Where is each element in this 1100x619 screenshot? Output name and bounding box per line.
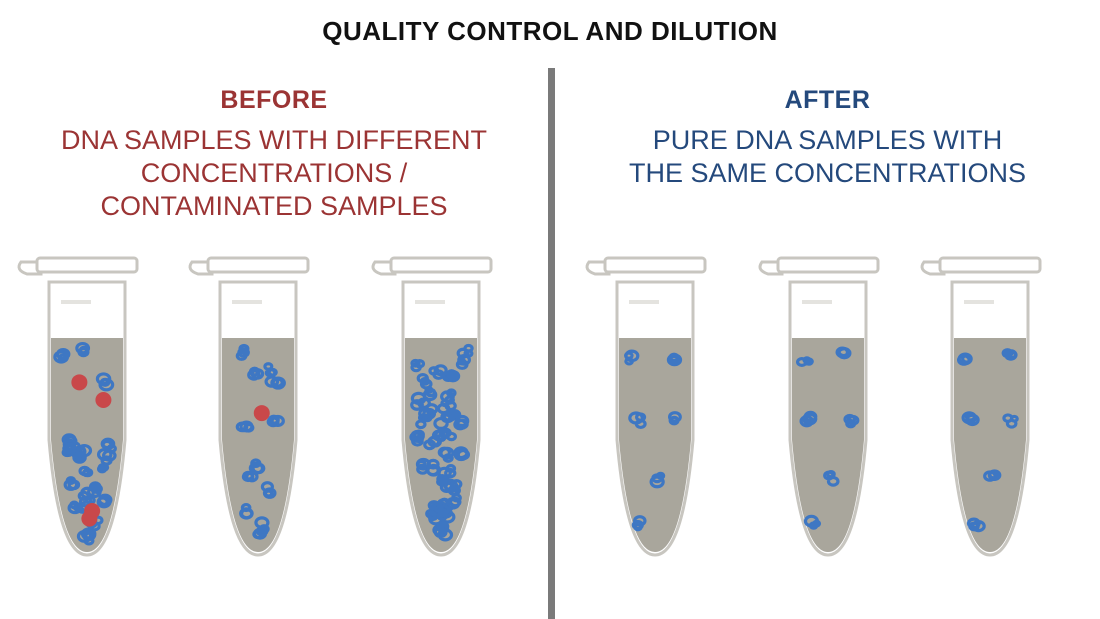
dna-strand-icon <box>426 458 442 477</box>
dna-strand-icon <box>983 469 1002 482</box>
dna-strand-icon <box>436 520 450 534</box>
dna-strand-icon <box>96 493 113 509</box>
dna-strand-icon <box>100 437 117 454</box>
dna-strand-icon <box>410 358 426 373</box>
tube-cap <box>603 256 707 274</box>
microcentrifuge-tube <box>585 256 707 557</box>
after-heading: AFTER <box>784 86 871 114</box>
dna-strand-icon <box>415 413 433 430</box>
dna-strand-icon <box>1001 348 1018 361</box>
dna-strand-icon <box>436 504 451 522</box>
dna-strand-icon <box>264 375 286 390</box>
tube-graduation <box>802 300 832 304</box>
dna-strand-icon <box>796 356 814 367</box>
dna-strand-icon <box>823 470 840 487</box>
dna-strand-icon <box>440 388 457 405</box>
dna-strand-icon <box>441 369 460 383</box>
dna-strand-icon <box>411 430 424 447</box>
tube-graduation <box>415 300 445 304</box>
tube-liquid <box>792 338 864 552</box>
dna-strand-icon <box>666 352 683 367</box>
dna-strand-icon <box>631 515 647 532</box>
dna-strand-icon <box>76 528 95 546</box>
tube-cap <box>938 256 1042 274</box>
dna-strand-icon <box>235 420 255 433</box>
dna-strand-icon <box>67 500 83 515</box>
dna-strand-icon <box>843 413 860 429</box>
contaminant-dot <box>71 374 88 391</box>
dna-strand-icon <box>445 493 462 510</box>
dna-strand-icon <box>455 354 472 370</box>
dna-strand-icon <box>649 471 666 489</box>
contaminant-dot <box>84 502 101 519</box>
dna-strand-icon <box>436 473 451 487</box>
tube-liquid <box>954 338 1026 552</box>
dna-strand-icon <box>95 372 115 392</box>
dna-strand-icon <box>263 362 278 378</box>
dna-strand-icon <box>241 470 259 483</box>
dna-strand-icon <box>956 352 973 366</box>
tube-cap <box>776 256 880 274</box>
dna-strand-icon <box>53 348 71 364</box>
microcentrifuge-tube <box>920 256 1042 557</box>
dna-strand-icon <box>835 346 852 360</box>
dna-strand-icon <box>453 446 471 462</box>
microcentrifuge-tube <box>371 256 493 557</box>
dna-strand-icon <box>803 514 822 530</box>
dna-strand-icon <box>254 516 270 534</box>
dna-strand-icon <box>624 349 640 366</box>
tube-cap <box>206 256 310 274</box>
dna-strand-icon <box>422 386 438 402</box>
dna-strand-icon <box>235 343 250 361</box>
dna-strand-icon <box>437 446 455 463</box>
dna-strand-icon <box>75 341 91 358</box>
tube-cap <box>35 256 139 274</box>
tube-liquid <box>222 338 294 552</box>
panel-divider <box>548 68 555 619</box>
dna-strand-icon <box>78 465 94 478</box>
tube-graduation <box>964 300 994 304</box>
dna-strand-icon <box>799 410 818 428</box>
microcentrifuge-tube <box>17 256 139 557</box>
dna-strand-icon <box>442 408 462 422</box>
contaminant-dot <box>253 405 270 422</box>
dna-strand-icon <box>62 441 81 455</box>
dna-strand-icon <box>628 411 647 430</box>
dna-strand-icon <box>453 414 470 431</box>
contaminant-dot <box>95 391 112 408</box>
before-heading: BEFORE <box>220 86 328 114</box>
dna-strand-icon <box>239 502 254 520</box>
dna-strand-icon <box>266 414 285 428</box>
dna-strand-icon <box>966 517 986 533</box>
tube-graduation <box>232 300 262 304</box>
dna-strand-icon <box>260 481 277 499</box>
dna-strand-icon <box>247 366 265 381</box>
tube-liquid <box>619 338 691 552</box>
dna-strand-icon <box>438 427 457 442</box>
dna-strand-icon <box>1002 413 1019 429</box>
after-panel: AFTER PURE DNA SAMPLES WITH THE SAME CON… <box>555 86 1100 190</box>
dna-strand-icon <box>63 476 81 491</box>
dna-strand-icon <box>87 481 103 499</box>
tube-graduation <box>629 300 659 304</box>
tube-cap <box>389 256 493 274</box>
after-description: PURE DNA SAMPLES WITH THE SAME CONCENTRA… <box>628 125 1027 188</box>
dna-strand-icon <box>416 373 433 390</box>
dna-strand-icon <box>447 479 463 496</box>
microcentrifuge-tube <box>188 256 310 557</box>
before-panel: BEFORE DNA SAMPLES WITH DIFFERENT CONCEN… <box>0 86 548 223</box>
dna-strand-icon <box>72 447 87 464</box>
dna-strand-icon <box>961 411 980 427</box>
microcentrifuge-tube <box>758 256 880 557</box>
tube-graduation <box>61 300 91 304</box>
dna-strand-icon <box>667 411 682 426</box>
before-description: DNA SAMPLES WITH DIFFERENT CONCENTRATION… <box>60 125 488 221</box>
dna-strand-icon <box>96 463 110 474</box>
diagram-title: QUALITY CONTROL AND DILUTION <box>322 16 778 46</box>
